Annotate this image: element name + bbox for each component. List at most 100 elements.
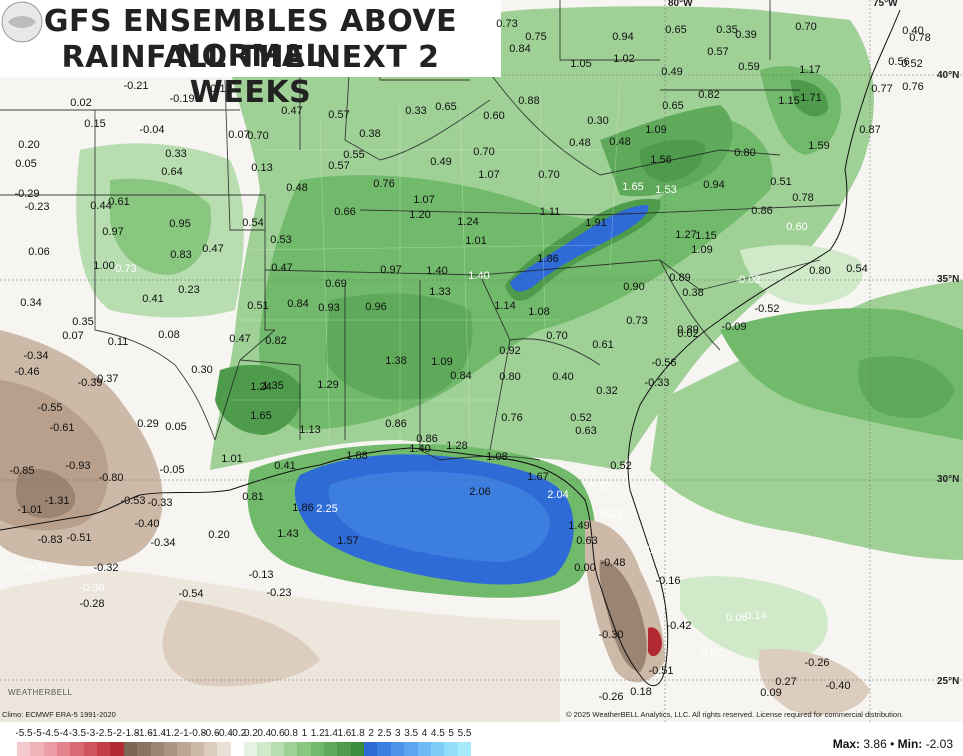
- map-value: 0.78: [909, 32, 931, 44]
- legend-swatch: [137, 742, 151, 756]
- map-value: 0.54: [647, 544, 669, 556]
- map-value: -0.16: [655, 575, 681, 587]
- map-value: 1.09: [691, 244, 713, 256]
- map-value: 0.76: [501, 412, 523, 424]
- map-value: 0.62: [701, 647, 723, 659]
- min-value: -2.03: [925, 737, 953, 751]
- legend-tick: 5.5: [457, 728, 472, 739]
- map-value: 0.07: [228, 129, 250, 141]
- map-value: 2.25: [316, 503, 338, 515]
- map-value: 0.69: [325, 278, 347, 290]
- legend-tick: -1.4: [148, 728, 167, 739]
- map-value: 0.34: [20, 297, 42, 309]
- map-value: 0.57: [328, 160, 350, 172]
- map-value: 0.02: [70, 97, 92, 109]
- map-value: 0.82: [698, 89, 720, 101]
- legend-tick: 5: [448, 728, 454, 739]
- map-value: 0.14: [745, 610, 767, 622]
- map-value: 0.95: [169, 218, 191, 230]
- legend-swatch: [364, 742, 378, 756]
- map-value: 0.13: [251, 162, 273, 174]
- map-value: -0.40: [134, 518, 160, 530]
- legend-tick: -5: [32, 728, 42, 739]
- map-value: 0.06: [28, 246, 50, 258]
- map-value: 0.08: [158, 329, 180, 341]
- map-value: 1.40: [468, 270, 490, 282]
- legend-tick: -3: [86, 728, 96, 739]
- map-value: -0.83: [37, 534, 63, 546]
- lon-label-75: 75°W: [873, 0, 898, 9]
- map-value: 0.70: [546, 330, 568, 342]
- map-value: 1.53: [655, 184, 677, 196]
- map-value: 1.05: [570, 58, 592, 70]
- legend-tick: -0.8: [188, 728, 207, 739]
- map-value: 1.07: [413, 194, 435, 206]
- map-value: 1.01: [221, 453, 243, 465]
- map-value: 0.78: [792, 192, 814, 204]
- legend-tick: 1.2: [310, 728, 325, 739]
- map-value: -0.33: [644, 377, 670, 389]
- map-value: -0.42: [666, 620, 692, 632]
- legend-tick: 0.4: [257, 728, 272, 739]
- map-value: -0.61: [49, 422, 75, 434]
- map-value: 0.47: [271, 262, 293, 274]
- map-value: 0.61: [108, 196, 130, 208]
- map-value: 0.73: [115, 263, 137, 275]
- map-shading: [0, 0, 963, 722]
- map-value: 1.20: [409, 209, 431, 221]
- map-value: 0.80: [809, 265, 831, 277]
- map-value: 0.86: [751, 205, 773, 217]
- map-value: 0.86: [416, 433, 438, 445]
- map-value: 0.60: [483, 110, 505, 122]
- map-value: -0.48: [600, 557, 626, 569]
- map-value: 1.02: [613, 53, 635, 65]
- map-value: -0.02: [735, 274, 761, 286]
- map-value: 0.61: [592, 339, 614, 351]
- map-value: 1.40: [426, 265, 448, 277]
- map-value: 0.73: [496, 18, 518, 30]
- title-box: GFS ENSEMBLES ABOVE NORMAL RAINFALL THE …: [0, 0, 501, 110]
- legend-tick: 1: [301, 728, 308, 739]
- map-value: 0.75: [525, 31, 547, 43]
- map-value: -0.56: [651, 357, 677, 369]
- map-value: 1.40: [409, 443, 431, 455]
- map-value: -0.52: [754, 303, 780, 315]
- map-value: -0.30: [598, 629, 624, 641]
- map-value: 0.73: [626, 315, 648, 327]
- map-value: 0.48: [609, 136, 631, 148]
- map-value: 0.77: [871, 83, 893, 95]
- lat-label-40: 40°N: [937, 70, 960, 81]
- map-value: 1.33: [429, 286, 451, 298]
- map-value: 0.52: [610, 460, 632, 472]
- legend-swatch: [377, 742, 392, 756]
- map-value: 1.08: [528, 306, 550, 318]
- map-value: 0.35: [72, 316, 94, 328]
- map-value: 0.66: [334, 206, 356, 218]
- map-value: -0.28: [79, 598, 105, 610]
- map-value: 1.24: [250, 381, 272, 393]
- map-value: 0.11: [107, 336, 129, 348]
- legend-swatch: [97, 742, 111, 756]
- map-value: 0.30: [191, 364, 213, 376]
- legend-tick: -1: [179, 728, 189, 739]
- lon-label-80: 80°W: [668, 0, 693, 9]
- map-value: 1.65: [622, 181, 644, 193]
- map-value: 0.33: [405, 105, 427, 117]
- map-value: 2.04: [547, 489, 569, 501]
- map-value: 0.84: [509, 43, 531, 55]
- legend-swatch: [297, 742, 312, 756]
- legend-swatch: [404, 742, 418, 756]
- map-value: 0.12: [210, 83, 232, 95]
- map-value: -0.85: [9, 465, 35, 477]
- map-value: 0.49: [430, 156, 452, 168]
- map-value: 0.49: [661, 66, 683, 78]
- legend-swatch: [17, 742, 31, 756]
- legend-swatch: [203, 742, 218, 756]
- map-value: 0.47: [202, 243, 224, 255]
- map-value: 0.94: [612, 31, 634, 43]
- map-value: 0.15: [84, 118, 106, 130]
- map-value: 0.38: [359, 128, 381, 140]
- map-value: 0.65: [435, 101, 457, 113]
- map-value: 1.65: [250, 410, 272, 422]
- legend-tick: -2: [112, 728, 122, 739]
